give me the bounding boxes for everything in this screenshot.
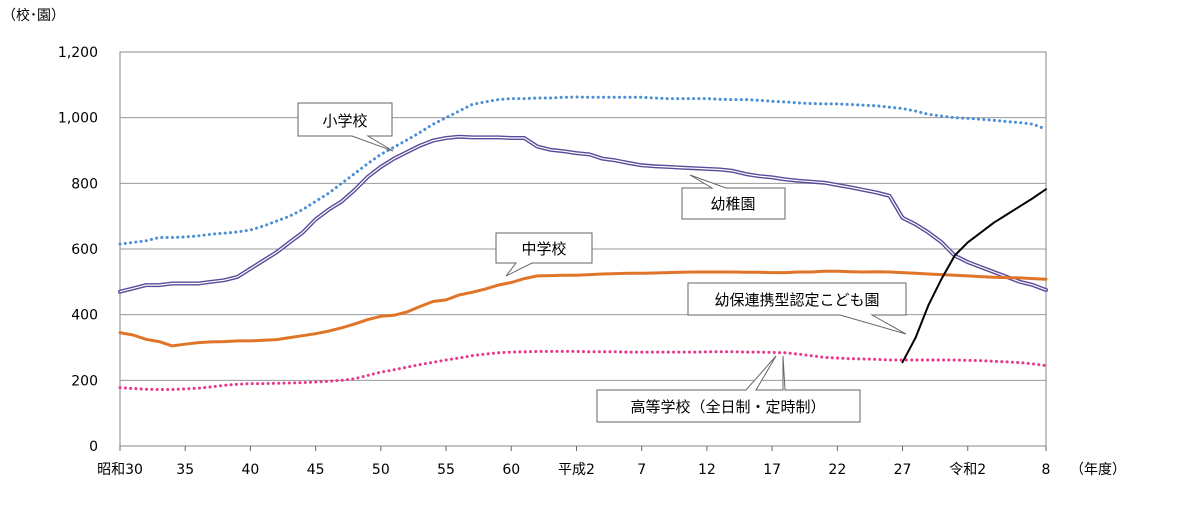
x-tick-label: 40 [242,462,260,478]
x-tick-label: 8 [1042,462,1051,478]
x-tick-label: 17 [763,462,781,478]
x-tick-label: 昭和30 [97,462,143,478]
callout-nintei-kodomoen: 幼保連携型認定こども園 [687,282,907,335]
x-tick-label: 22 [828,462,846,478]
x-axis-unit: （年度） [1070,462,1126,478]
x-tick-label: 12 [698,462,716,478]
callout-junior-high: 中学校 [495,232,593,277]
series-3 [118,349,1048,391]
y-tick-label: 0 [89,439,98,455]
callout-elementary-text: 小学校 [322,112,367,130]
series-line [119,136,1047,293]
x-tick-label: 令和2 [949,462,986,478]
callout-elementary: 小学校 [297,102,394,152]
y-tick-label: 400 [71,308,98,324]
y-tick-label: 1,200 [58,45,98,61]
series-2 [118,269,1048,348]
x-tick-label: 45 [307,462,325,478]
y-tick-label: 1,000 [58,111,98,127]
series-4 [901,188,1047,364]
series-line [118,349,1048,391]
y-axis-ticks: 0 200 400 600 800 1,000 1,200 [58,45,98,455]
x-tick-label: 50 [372,462,390,478]
callout-nintei-kodomoen-text: 幼保連携型認定こども園 [714,291,879,309]
callout-junior-high-text: 中学校 [521,240,566,258]
series-0 [118,95,1048,246]
series-line [901,188,1047,364]
x-tick-label: 27 [894,462,912,478]
callout-kindergarten: 幼稚園 [681,174,786,220]
y-axis-unit: （校･園） [2,7,65,24]
callout-high-school-text: 高等学校（全日制・定時制） [630,398,825,416]
series-lines [118,95,1048,391]
x-tick-label: 7 [637,462,646,478]
x-tick-label: 55 [437,462,455,478]
y-tick-label: 600 [71,242,98,258]
x-tick-label: 平成2 [558,462,595,478]
series-line [118,95,1048,246]
x-tick-label: 60 [502,462,520,478]
x-tick-label: 35 [176,462,194,478]
callout-high-school: 高等学校（全日制・定時制） [596,355,861,423]
x-axis-ticks: 昭和30 35 40 45 50 55 60 平成2 7 12 17 22 27 令和2 8 [97,446,1050,478]
y-tick-label: 200 [71,373,98,389]
callout-kindergarten-text: 幼稚園 [710,195,755,213]
series-1 [118,134,1048,294]
series-line [118,269,1048,348]
y-tick-label: 800 [71,176,98,192]
